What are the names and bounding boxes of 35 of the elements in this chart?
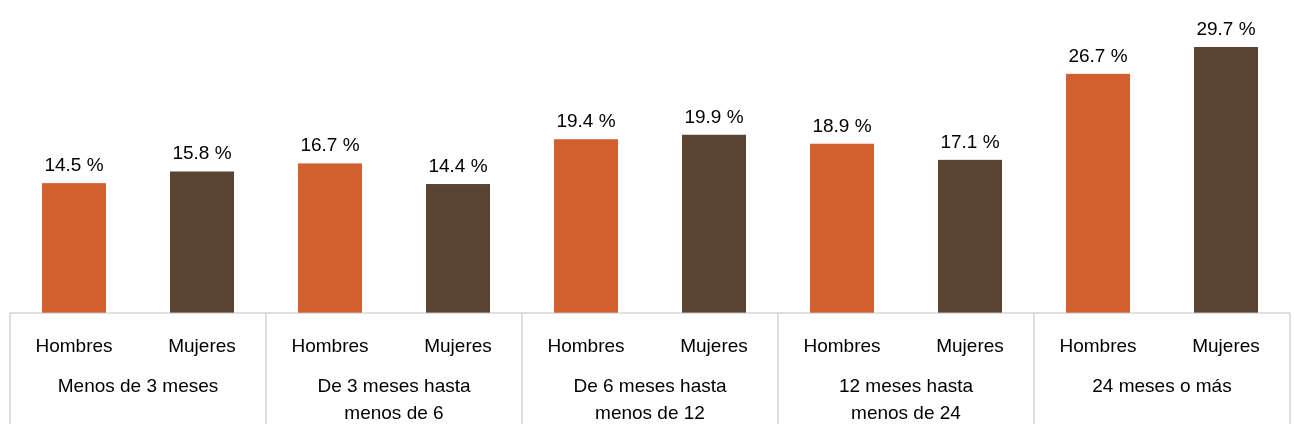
data-label: 15.8 % [172, 142, 232, 164]
x-tick-label: De 6 meses hasta menos de 12 [573, 375, 727, 423]
bar [298, 163, 362, 313]
x-tick-label: De 3 meses hasta menos de 6 [317, 375, 471, 423]
text: Mujeres [424, 335, 492, 356]
text: Hombres [35, 335, 113, 356]
text: Hombres [291, 335, 369, 356]
series-label: Mujeres [680, 335, 748, 356]
series-label: Hombres [547, 335, 625, 356]
bar [426, 184, 490, 313]
data-label: 17.1 % [940, 130, 1000, 152]
bar [554, 139, 618, 313]
bar [682, 134, 746, 313]
data-label: 19.9 % [684, 105, 744, 127]
x-tick-label: Menos de 3 meses [57, 375, 219, 396]
bar [1066, 73, 1130, 313]
data-label: 18.9 % [812, 114, 872, 136]
data-label: 19.4 % [556, 110, 616, 132]
text: Mujeres [1192, 335, 1260, 356]
data-label: 26.7 % [1068, 44, 1128, 66]
data-label: 29.7 % [1196, 18, 1256, 39]
text: Hombres [1059, 335, 1137, 356]
text: Hombres [803, 335, 881, 356]
data-label: 14.5 % [44, 154, 104, 176]
bar [938, 159, 1002, 313]
bar [1194, 47, 1258, 313]
text: Mujeres [168, 335, 236, 356]
x-tick-label: 12 meses hasta menos de 24 [838, 375, 974, 423]
bar [170, 171, 234, 313]
data-label: 14.4 % [428, 155, 488, 177]
text: Mujeres [936, 335, 1004, 356]
bar [42, 183, 106, 313]
bar [810, 143, 874, 313]
data-label: 16.7 % [300, 134, 360, 156]
x-tick-label: 24 meses o más [1092, 375, 1232, 396]
